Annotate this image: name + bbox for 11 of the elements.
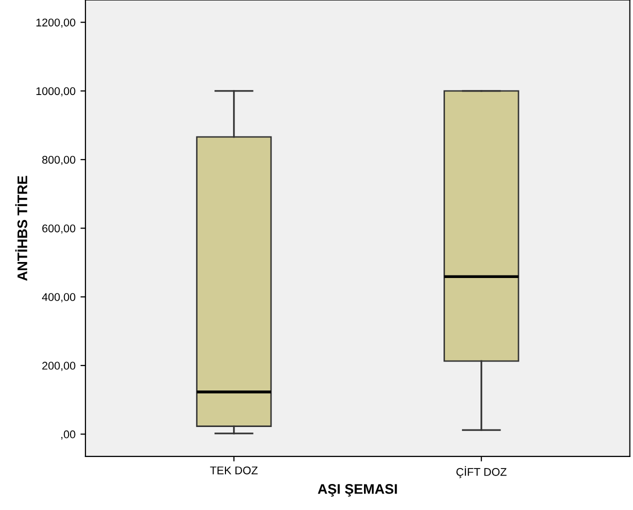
x-tick-label: TEK DOZ [210,466,258,474]
y-tick-label: 400,00 [42,293,76,302]
y-tick-label: 1200,00 [36,18,76,28]
x-axis-title: AŞI ŞEMASI [318,484,397,497]
y-tick-label: ,00 [61,430,76,440]
y-tick-label: 600,00 [42,224,76,234]
x-tick-label: ÇİFT DOZ [456,466,507,478]
y-axis-title: ANTİHBS TİTRE [15,176,28,281]
y-tick-label: 1000,00 [36,87,76,96]
y-tick-label: 800,00 [42,156,76,166]
y-tick-label: 200,00 [42,362,76,371]
